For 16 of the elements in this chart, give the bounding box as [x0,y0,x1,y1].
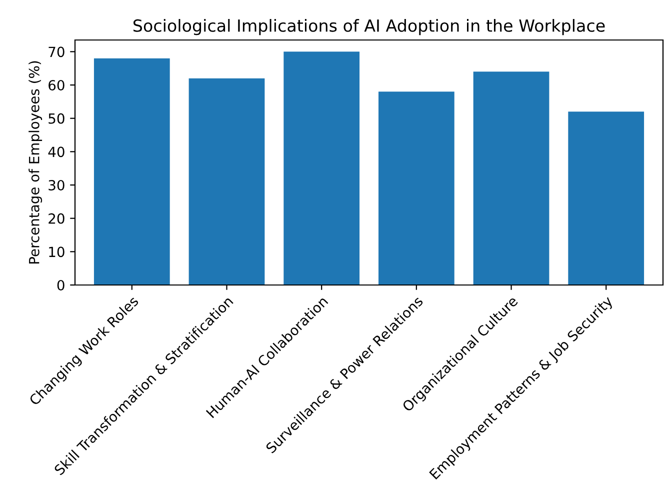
y-tick-label: 40 [48,146,64,158]
y-tick-label: 60 [48,80,64,90]
bar [94,58,170,285]
chart-title: Sociological Implications of AI Adoption in the Workplace [133,19,605,36]
y-tick-label: 0 [57,280,64,290]
bar [568,112,644,285]
y-tick-label: 50 [48,113,64,124]
y-axis-title: Percentage of Employees (%) [28,61,42,264]
y-tick-label: 70 [48,46,64,58]
bar [284,52,360,285]
bar [378,92,454,285]
y-tick-label: 10 [49,246,64,258]
y-tick-label: 20 [48,213,64,224]
bar [188,78,265,285]
bar [473,72,550,285]
y-tick-label: 30 [48,180,64,190]
